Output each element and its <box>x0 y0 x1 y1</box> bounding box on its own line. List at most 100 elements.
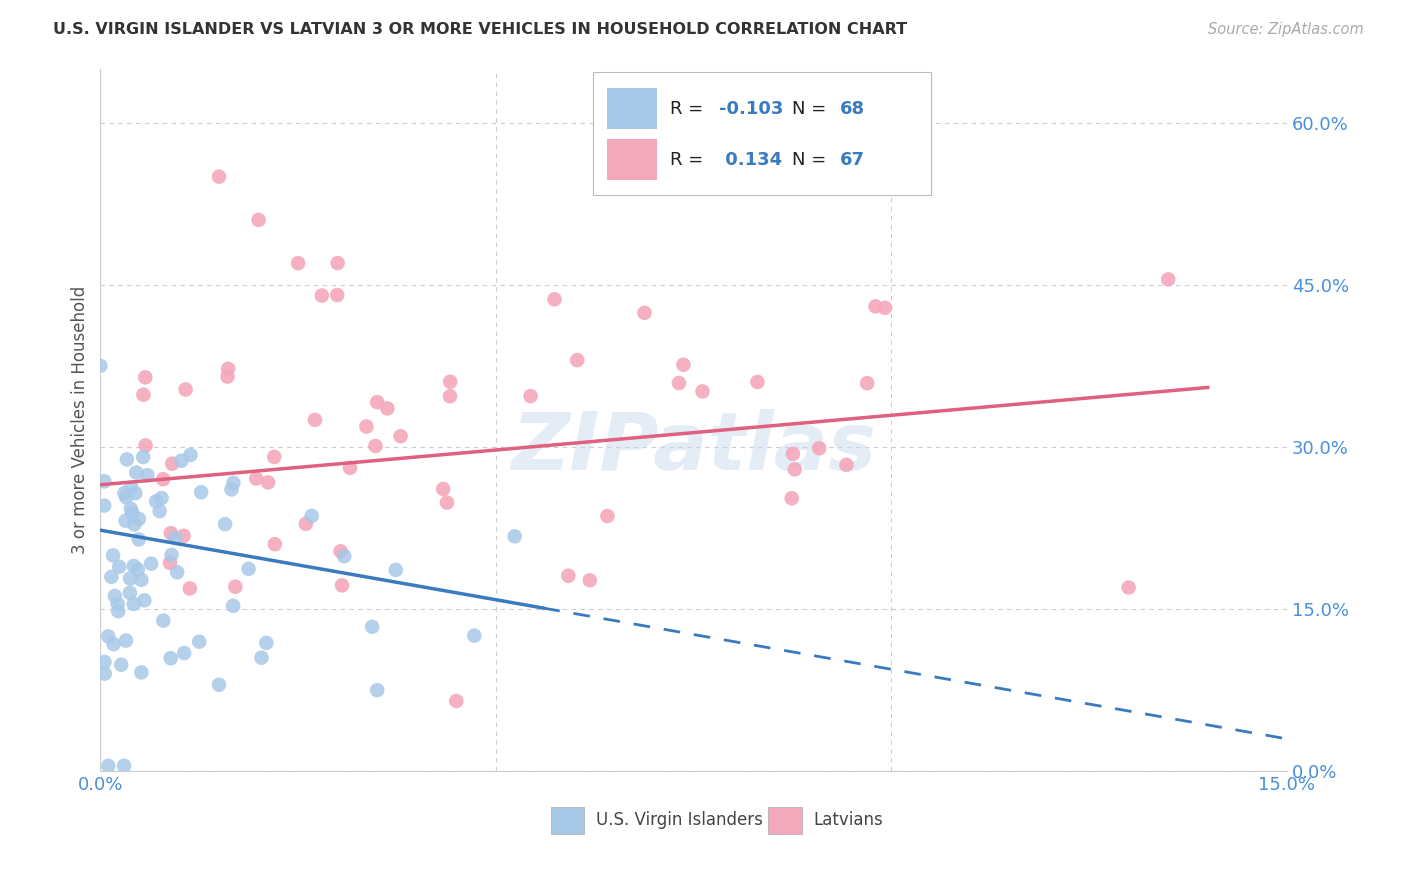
Point <box>115 490 138 504</box>
Point <box>780 491 803 506</box>
Point <box>115 452 138 467</box>
Point <box>389 429 412 443</box>
Point <box>446 694 468 708</box>
Text: U.S. VIRGIN ISLANDER VS LATVIAN 3 OR MORE VEHICLES IN HOUSEHOLD CORRELATION CHAR: U.S. VIRGIN ISLANDER VS LATVIAN 3 OR MOR… <box>53 22 907 37</box>
Text: N =: N = <box>792 151 832 169</box>
Point <box>208 678 231 692</box>
Point <box>149 504 172 518</box>
Point <box>118 572 141 586</box>
Point <box>128 512 150 526</box>
Point <box>159 556 181 570</box>
Point <box>128 533 150 547</box>
Point <box>222 599 245 613</box>
Point <box>160 548 183 562</box>
Point <box>503 529 526 543</box>
Point <box>145 494 167 508</box>
Point <box>672 358 695 372</box>
Point <box>173 529 195 543</box>
Point <box>224 580 246 594</box>
Text: 68: 68 <box>839 100 865 118</box>
FancyBboxPatch shape <box>607 88 657 129</box>
Point <box>782 447 804 461</box>
Point <box>567 353 589 368</box>
Point <box>301 508 323 523</box>
Point <box>150 491 173 505</box>
Point <box>865 299 887 313</box>
Point <box>173 646 195 660</box>
Point <box>311 288 333 302</box>
Point <box>179 582 201 596</box>
Point <box>97 629 120 643</box>
Point <box>208 169 231 184</box>
Point <box>326 288 349 302</box>
Point <box>808 441 831 455</box>
Point <box>257 475 280 490</box>
Point <box>596 509 619 524</box>
Point <box>93 655 115 669</box>
Point <box>287 256 309 270</box>
Point <box>136 468 159 483</box>
FancyBboxPatch shape <box>593 72 931 195</box>
Point <box>108 559 131 574</box>
Point <box>366 395 388 409</box>
Point <box>112 759 135 773</box>
Text: Source: ZipAtlas.com: Source: ZipAtlas.com <box>1208 22 1364 37</box>
Point <box>214 517 236 532</box>
Point <box>364 439 387 453</box>
Point <box>135 438 157 452</box>
Point <box>304 413 326 427</box>
Point <box>263 537 285 551</box>
FancyBboxPatch shape <box>768 807 801 834</box>
Point <box>263 450 285 464</box>
Point <box>222 475 245 490</box>
Point <box>120 481 142 495</box>
Point <box>835 458 858 472</box>
Point <box>170 454 193 468</box>
FancyBboxPatch shape <box>551 807 585 834</box>
Text: R =: R = <box>669 100 709 118</box>
Point <box>107 604 129 618</box>
Point <box>127 562 149 576</box>
Text: ZIPatlas: ZIPatlas <box>512 409 876 487</box>
Point <box>432 482 454 496</box>
Point <box>254 636 277 650</box>
Point <box>668 376 690 390</box>
Point <box>1118 581 1140 595</box>
Point <box>122 558 145 573</box>
Point <box>463 629 485 643</box>
Point <box>783 462 806 476</box>
Point <box>1157 272 1180 286</box>
Point <box>110 657 132 672</box>
Point <box>217 369 239 384</box>
FancyBboxPatch shape <box>607 139 657 180</box>
Point <box>97 759 120 773</box>
Point <box>93 475 115 489</box>
Point <box>543 293 565 307</box>
Point <box>217 361 239 376</box>
Point <box>120 501 142 516</box>
Point <box>329 544 352 558</box>
Point <box>188 634 211 648</box>
Point <box>366 683 388 698</box>
Text: 67: 67 <box>839 151 865 169</box>
Text: U.S. Virgin Islanders: U.S. Virgin Islanders <box>596 812 763 830</box>
Point <box>132 388 155 402</box>
Point <box>692 384 714 399</box>
Text: R =: R = <box>669 151 709 169</box>
Point <box>190 485 212 500</box>
Point <box>121 506 143 520</box>
Point <box>114 514 136 528</box>
Point <box>159 651 181 665</box>
Point <box>166 566 188 580</box>
Point <box>89 359 111 373</box>
Point <box>333 549 356 564</box>
Point <box>519 389 541 403</box>
Point <box>159 526 181 541</box>
Point <box>124 486 146 500</box>
Point <box>165 531 187 545</box>
Point <box>436 495 458 509</box>
Y-axis label: 3 or more Vehicles in Household: 3 or more Vehicles in Household <box>72 285 89 554</box>
Point <box>93 666 115 681</box>
Point <box>118 586 141 600</box>
Point <box>107 597 129 611</box>
